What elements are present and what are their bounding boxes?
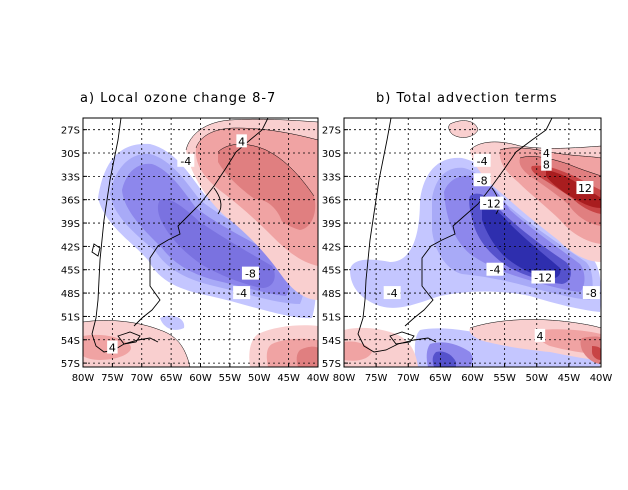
- lat-tick-label: 36S: [61, 196, 80, 207]
- contour-label: 4: [536, 330, 543, 343]
- contour-label: -8: [245, 268, 256, 281]
- contour-label-bg: [236, 134, 247, 148]
- contour-label-bg: [582, 286, 600, 300]
- lat-tick-label: 54S: [61, 336, 80, 347]
- lon-tick-label: 65W: [429, 373, 452, 384]
- lat-tick-label: 54S: [322, 336, 341, 347]
- lon-tick-label: 45W: [558, 373, 581, 384]
- contour-label: -4: [477, 155, 488, 168]
- panel-a-grid: [83, 118, 318, 367]
- contour-label-bg: [473, 153, 491, 167]
- lon-tick-label: 75W: [101, 373, 124, 384]
- lat-tick-label: 42S: [322, 242, 341, 253]
- contour-label: -8: [477, 174, 488, 187]
- panel-a-lat-ticks: 27S 30S 33S 36S 39S 42S 45S 48S 51S 54S 57S: [61, 126, 87, 370]
- lat-tick-label: 51S: [61, 312, 80, 323]
- lat-tick-label: 33S: [322, 172, 341, 183]
- lon-tick-label: 70W: [397, 373, 420, 384]
- lat-tick-label: 27S: [61, 126, 80, 137]
- contour-label-bg: [534, 328, 546, 342]
- lon-tick-label: 50W: [248, 373, 271, 384]
- lat-tick-label: 45S: [61, 266, 80, 277]
- contour-label: -4: [490, 264, 501, 277]
- contour-label-bg: [541, 157, 552, 171]
- contour-label: -12: [534, 272, 552, 285]
- panel-b-title: b) Total advection terms: [376, 91, 558, 106]
- contour-label-bg: [107, 340, 118, 354]
- contour-label-bg: [241, 266, 259, 280]
- contour-label-bg: [576, 181, 594, 195]
- contour-label-bg: [486, 262, 504, 276]
- lon-tick-label: 45W: [277, 373, 300, 384]
- lat-tick-label: 48S: [61, 289, 80, 300]
- panel-a-title: a) Local ozone change 8-7: [80, 91, 276, 106]
- lat-tick-label: 42S: [61, 242, 80, 253]
- lon-tick-label: 65W: [160, 373, 183, 384]
- panel-a-shading: [83, 118, 318, 367]
- contour-label: 4: [543, 147, 550, 160]
- contour-label: -4: [387, 287, 398, 300]
- lat-tick-label: 33S: [61, 172, 80, 183]
- contour-label: -4: [180, 155, 191, 168]
- contour-label: 4: [238, 135, 245, 148]
- lon-tick-label: 40W: [590, 373, 613, 384]
- contour-label-bg: [541, 146, 552, 160]
- contour-label-bg: [473, 173, 491, 187]
- lon-tick-label: 50W: [525, 373, 548, 384]
- contour-label: 12: [578, 182, 592, 195]
- contour-label: 4: [109, 342, 116, 355]
- lon-tick-label: 70W: [130, 373, 153, 384]
- lat-tick-label: 30S: [61, 149, 80, 160]
- contour-label: -12: [483, 198, 501, 211]
- lon-tick-label: 55W: [219, 373, 242, 384]
- lon-tick-label: 75W: [365, 373, 388, 384]
- contour-label: 8: [543, 159, 550, 172]
- contour-label-bg: [480, 196, 504, 210]
- lon-tick-label: 80W: [72, 373, 95, 384]
- panel-b: b) Total advection terms: [322, 91, 612, 384]
- lon-tick-label: 55W: [493, 373, 516, 384]
- lat-tick-label: 39S: [61, 219, 80, 230]
- lat-tick-label: 30S: [322, 149, 341, 160]
- panel-b-grid: [344, 118, 601, 367]
- panel-b-lon-ticks: 80W 75W 70W 65W 60W 55W 50W 45W 40W: [333, 363, 613, 384]
- contour-label-bg: [233, 286, 251, 300]
- lat-tick-label: 45S: [322, 266, 341, 277]
- contour-label-bg: [531, 270, 555, 284]
- lat-tick-label: 48S: [322, 289, 341, 300]
- lat-tick-label: 39S: [322, 219, 341, 230]
- lat-tick-label: 27S: [322, 126, 341, 137]
- contour-label-bg: [383, 286, 401, 300]
- contour-label: -8: [586, 287, 597, 300]
- lat-tick-label: 57S: [61, 359, 80, 370]
- lat-tick-label: 51S: [322, 312, 341, 323]
- lon-tick-label: 60W: [189, 373, 212, 384]
- panel-a-contour-labels: -4 -4 -8 4 4: [107, 134, 259, 355]
- contour-label: -4: [236, 287, 247, 300]
- lon-tick-label: 60W: [461, 373, 484, 384]
- panel-a-lon-ticks: 80W 75W 70W 65W 60W 55W 50W 45W 40W: [72, 363, 330, 384]
- panel-b-lat-ticks: 27S 30S 33S 36S 39S 42S 45S 48S 51S 54S 57S: [322, 126, 348, 370]
- lat-tick-label: 57S: [322, 359, 341, 370]
- contour-label-bg: [177, 153, 195, 167]
- panel-a: a) Local ozone change 8-7: [61, 91, 329, 384]
- lon-tick-label: 40W: [307, 373, 330, 384]
- panel-a-coastline: [91, 118, 269, 353]
- lat-tick-label: 36S: [322, 196, 341, 207]
- lon-tick-label: 80W: [333, 373, 356, 384]
